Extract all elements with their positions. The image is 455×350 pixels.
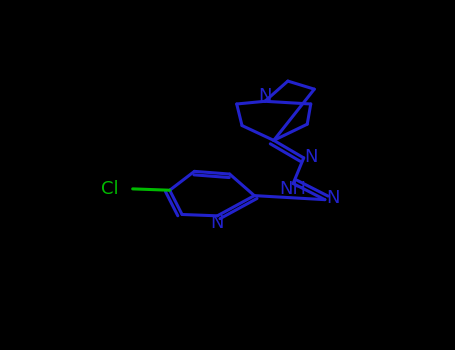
Text: N: N	[258, 88, 272, 105]
Text: Cl: Cl	[101, 180, 119, 198]
Text: N: N	[326, 189, 339, 207]
Text: NH: NH	[280, 180, 307, 198]
Text: N: N	[305, 148, 318, 166]
Text: N: N	[211, 214, 224, 232]
